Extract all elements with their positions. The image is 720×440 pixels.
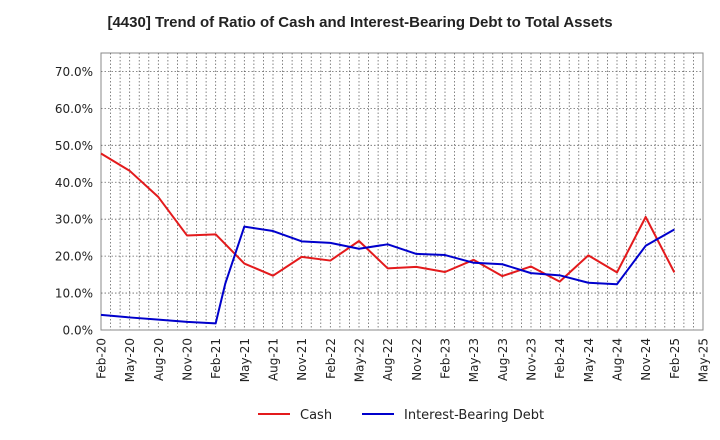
y-tick-label: 30.0% (55, 213, 93, 227)
y-tick-label: 10.0% (55, 287, 93, 301)
x-tick-label: Nov-22 (410, 338, 424, 381)
y-tick-label: 0.0% (63, 324, 94, 338)
chart-title: [4430] Trend of Ratio of Cash and Intere… (107, 14, 613, 31)
x-tick-label: May-20 (123, 338, 137, 382)
legend-label-cash: Cash (300, 408, 332, 423)
x-tick-label: Aug-24 (611, 338, 625, 381)
x-tick-label: Feb-21 (209, 338, 223, 379)
x-tick-label: Feb-25 (668, 338, 682, 379)
y-tick-label: 70.0% (55, 65, 93, 79)
x-tick-label: Aug-21 (267, 338, 281, 381)
y-tick-label: 60.0% (55, 102, 93, 116)
x-tick-label: Feb-23 (439, 338, 453, 379)
x-tick-label: Nov-24 (639, 338, 653, 381)
series-line-cash (100, 152, 676, 283)
x-tick-label: May-22 (353, 338, 367, 382)
y-tick-label: 40.0% (55, 176, 93, 190)
x-tick-label: May-25 (697, 338, 711, 382)
x-tick-label: Nov-23 (525, 338, 539, 381)
x-tick-label: Nov-21 (295, 338, 309, 381)
y-tick-label: 50.0% (55, 139, 93, 153)
x-tick-label: Feb-20 (95, 338, 109, 379)
x-tick-label: Feb-24 (553, 338, 567, 379)
series-line-interest-bearing-debt (100, 225, 675, 325)
plot-frame (100, 52, 704, 331)
x-tick-label: Aug-23 (496, 338, 510, 381)
legend-label-interest-bearing-debt: Interest-Bearing Debt (404, 408, 544, 423)
x-tick-label: May-21 (238, 338, 252, 382)
x-tick-label: May-24 (582, 338, 596, 382)
x-tick-label: Aug-20 (152, 338, 166, 381)
y-tick-label: 20.0% (55, 250, 93, 264)
x-tick-label: Aug-22 (381, 338, 395, 381)
x-tick-label: May-23 (467, 338, 481, 382)
x-tick-label: Feb-22 (324, 338, 338, 379)
x-tick-label: Nov-20 (181, 338, 195, 381)
